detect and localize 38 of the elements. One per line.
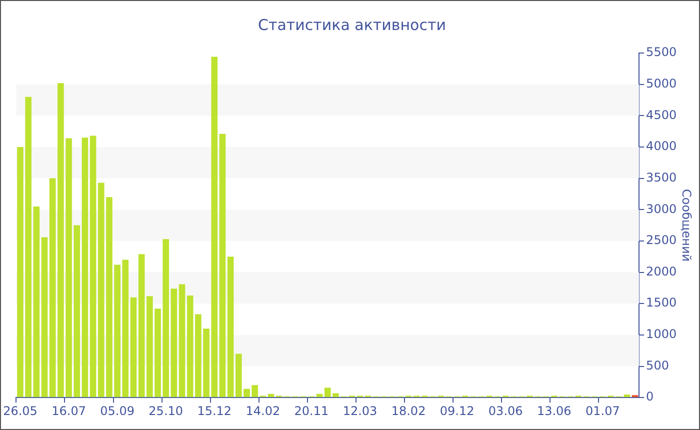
y-tick-label: 1500 <box>646 296 677 310</box>
y-tick-label: 4000 <box>646 139 677 154</box>
bar <box>624 394 630 398</box>
bar <box>170 288 178 398</box>
x-tick-label: 12.03 <box>342 404 378 418</box>
x-tick-label: 16.07 <box>52 404 86 418</box>
chart-title: Статистика активности <box>258 16 446 34</box>
bar <box>82 138 88 398</box>
x-tick-label: 13.06 <box>536 404 572 418</box>
y-tick-label: 5000 <box>646 76 677 90</box>
y-tick-label: 0 <box>646 390 654 404</box>
x-tick-label: 14.02 <box>246 404 280 418</box>
x-tick-label: 03.06 <box>488 404 523 418</box>
x-tick-label: 18.02 <box>391 404 426 418</box>
x-tick-label: 05.09 <box>100 404 134 418</box>
y-axis-title: Сообщений <box>680 189 694 262</box>
x-tick-label: 09.12 <box>440 404 474 418</box>
y-tick-label: 5500 <box>646 45 677 60</box>
y-tick-label: 2000 <box>646 264 677 278</box>
bar <box>227 256 234 398</box>
y-tick-label: 3500 <box>646 170 677 184</box>
y-tick-label: 2500 <box>646 233 677 248</box>
bar <box>178 284 186 398</box>
x-tick-label: 01.07 <box>585 404 620 418</box>
x-tick-label: 15.12 <box>197 404 232 418</box>
bar <box>41 237 48 398</box>
bar <box>219 134 226 398</box>
bar <box>33 206 40 398</box>
y-tick-label: 3000 <box>646 202 677 216</box>
bar <box>130 297 137 398</box>
y-tick-label: 1000 <box>646 327 677 342</box>
bar <box>138 254 145 398</box>
x-tick-label: 20.11 <box>294 404 329 418</box>
x-tick-label: 26.05 <box>3 404 38 418</box>
x-tick-label: 25.10 <box>148 404 184 418</box>
bar <box>90 136 96 398</box>
y-tick-label: 4500 <box>646 108 677 122</box>
y-tick-label: 500 <box>646 358 669 372</box>
